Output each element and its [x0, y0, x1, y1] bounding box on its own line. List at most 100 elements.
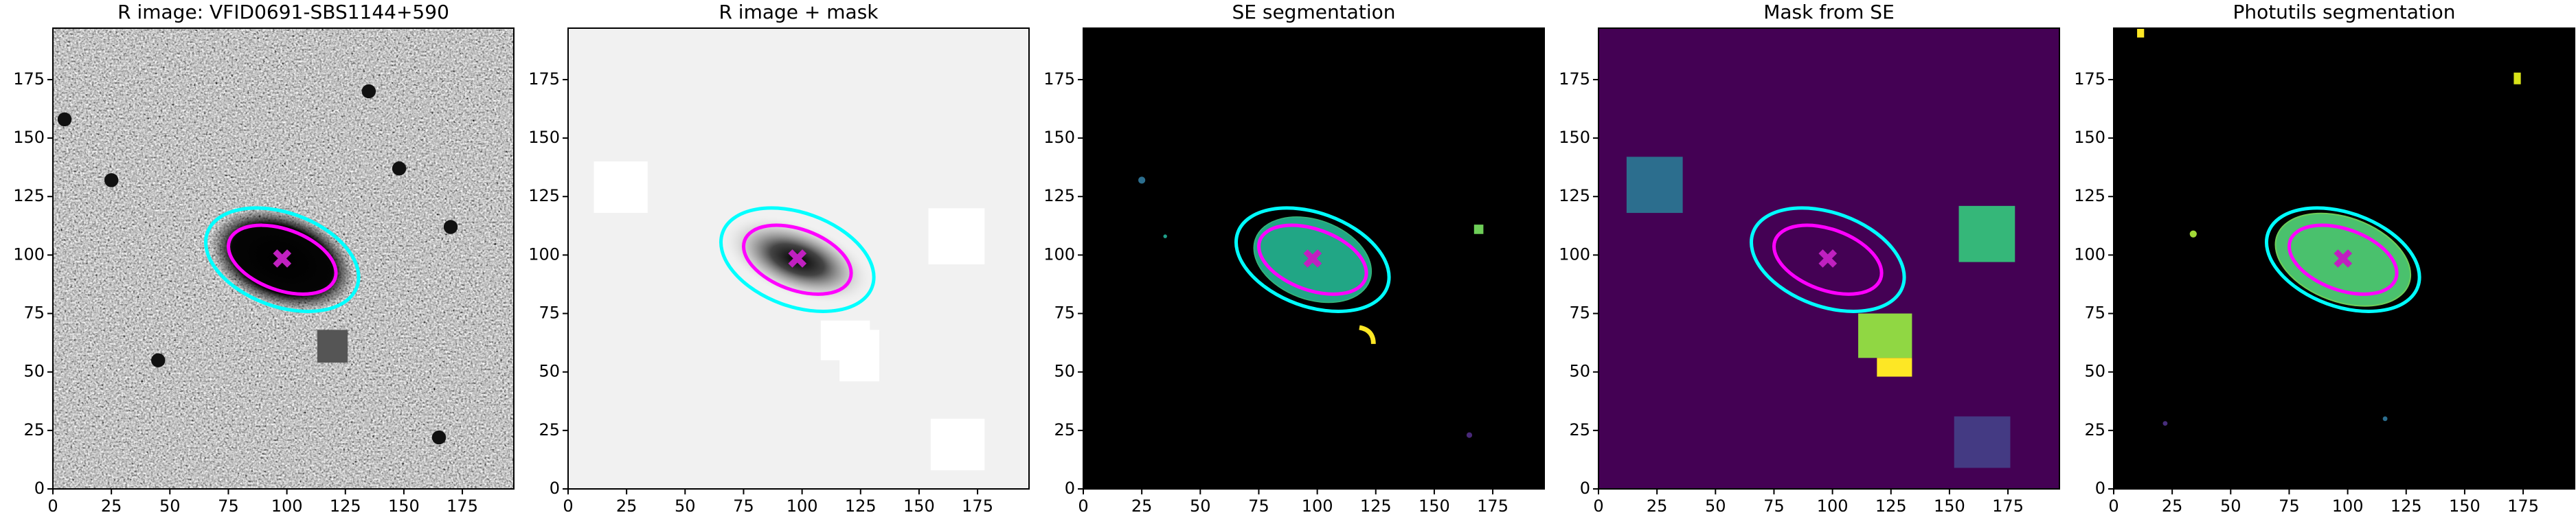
y-tick-label: 50	[539, 362, 560, 381]
y-tick-label: 75	[1054, 304, 1075, 323]
x-tick-label: 50	[1705, 496, 1726, 515]
y-tick-label: 100	[1043, 244, 1075, 264]
x-tick-label: 0	[1593, 496, 1603, 515]
y-tick-label: 75	[23, 304, 45, 323]
center-marker: ✖	[786, 244, 809, 275]
region	[839, 330, 880, 382]
axes-frame	[52, 27, 515, 490]
y-tick-label: 0	[1580, 479, 1590, 498]
ellipse	[2287, 223, 2399, 296]
y-tick-label: 0	[2095, 479, 2105, 498]
source	[57, 112, 72, 127]
panel-title: Photutils segmentation	[2233, 1, 2455, 23]
panel-title: R image + mask	[719, 1, 879, 23]
axes-frame	[1598, 27, 2060, 490]
region	[928, 208, 985, 265]
x-tick-label: 75	[1248, 496, 1269, 515]
y-tick-label: 100	[1559, 244, 1590, 264]
source	[1138, 176, 1146, 184]
ellipse	[1234, 206, 1391, 313]
source	[431, 430, 447, 445]
ellipse	[742, 223, 853, 296]
x-tick-label: 75	[1763, 496, 1785, 515]
source	[361, 84, 376, 99]
x-tick-label: 50	[1190, 496, 1211, 515]
panel: ✖ SE segmentation 0 25 50 75 100 125 150 175 0 25 50…	[1043, 1, 1545, 515]
y-tick-label: 175	[1043, 69, 1075, 89]
y-tick-label: 50	[23, 362, 45, 381]
ellipse	[1772, 223, 1884, 296]
x-tick-label: 0	[47, 496, 58, 515]
y-tick-label: 50	[2084, 362, 2105, 381]
source	[443, 220, 458, 234]
ellipse	[2265, 206, 2421, 313]
source	[2189, 230, 2197, 238]
panel-title: SE segmentation	[1232, 1, 1396, 23]
region	[2137, 28, 2145, 38]
y-tick-label: 175	[2074, 69, 2105, 89]
y-tick-label: 100	[528, 244, 560, 264]
y-tick-label: 125	[1043, 186, 1075, 205]
center-marker: ✖	[2331, 244, 2355, 275]
region	[317, 330, 348, 363]
x-tick-label: 150	[903, 496, 935, 515]
x-tick-label: 0	[2108, 496, 2119, 515]
x-tick-label: 150	[1934, 496, 1965, 515]
x-tick-label: 50	[675, 496, 696, 515]
region	[1877, 358, 1912, 377]
ellipse	[1750, 206, 1906, 313]
x-tick-label: 100	[787, 496, 818, 515]
x-tick-label: 150	[2449, 496, 2481, 515]
x-tick-label: 100	[271, 496, 303, 515]
source	[1163, 234, 1167, 238]
y-tick-label: 0	[1065, 479, 1075, 498]
panel-title: R image: VFID0691-SBS1144+590	[117, 1, 449, 23]
panel-title: Mask from SE	[1763, 1, 1895, 23]
x-tick-label: 125	[845, 496, 877, 515]
ellipse	[1257, 223, 1368, 296]
x-tick-label: 50	[159, 496, 181, 515]
x-tick-label: 125	[2391, 496, 2422, 515]
y-tick-label: 50	[1569, 362, 1590, 381]
y-tick-label: 25	[2084, 420, 2105, 439]
x-tick-label: 25	[101, 496, 122, 515]
x-tick-label: 25	[1131, 496, 1153, 515]
x-tick-label: 175	[1992, 496, 2024, 515]
source	[104, 173, 119, 187]
image: ✖	[1598, 28, 2059, 489]
source	[1359, 325, 1376, 345]
x-tick-label: 50	[2220, 496, 2241, 515]
region	[930, 418, 985, 470]
image: ✖	[53, 28, 514, 489]
y-tick-label: 75	[1569, 304, 1590, 323]
x-tick-label: 175	[447, 496, 478, 515]
image: ✖	[568, 28, 1029, 489]
panel: ✖ Mask from SE 0 25 50 75 100 125 150 175 0 25 50 75 1…	[1559, 1, 2060, 515]
y-tick-label: 175	[528, 69, 560, 89]
ellipse	[210, 209, 354, 311]
x-tick-label: 75	[218, 496, 239, 515]
center-marker: ✖	[271, 244, 294, 275]
panel: ✖ Photutils segmentation 0 25 50 75 100 125 150 1…	[2074, 1, 2575, 515]
region	[594, 161, 648, 214]
source	[151, 353, 166, 367]
ellipse	[204, 206, 361, 313]
y-tick-label: 0	[550, 479, 560, 498]
x-tick-label: 100	[1302, 496, 1333, 515]
source	[1466, 432, 1473, 438]
image: ✖	[1083, 28, 1544, 489]
panel: ✖ R image + mask 0 25 50 75 100 125 150 175 0 25 50 7…	[528, 1, 1030, 515]
axes-frame	[2113, 27, 2575, 490]
y-tick-label: 175	[1559, 69, 1590, 89]
y-tick-label: 100	[2074, 244, 2105, 264]
y-tick-label: 150	[2074, 128, 2105, 147]
ellipse	[227, 223, 338, 296]
ellipse	[719, 206, 876, 313]
x-tick-label: 75	[733, 496, 754, 515]
y-tick-label: 125	[528, 186, 560, 205]
region	[2513, 72, 2521, 84]
x-tick-label: 25	[1647, 496, 1668, 515]
y-tick-label: 150	[1559, 128, 1590, 147]
y-tick-label: 75	[539, 304, 560, 323]
y-tick-label: 150	[528, 128, 560, 147]
